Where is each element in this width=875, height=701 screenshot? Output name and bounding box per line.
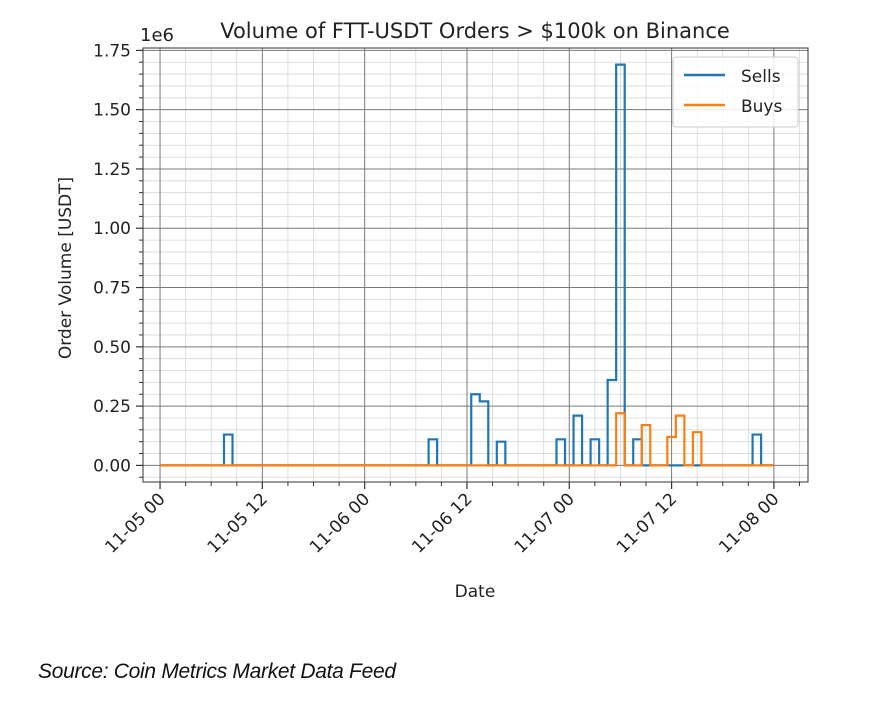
y-tick-label: 1.25 <box>93 160 131 180</box>
axis-ticks <box>136 49 800 489</box>
x-axis-label: Date <box>455 582 496 602</box>
y-tick-label: 0.25 <box>93 397 131 417</box>
y-tick-label: 0.75 <box>93 279 131 299</box>
legend-label-buys: Buys <box>741 97 782 117</box>
x-tick-label: 11-07 12 <box>613 489 681 557</box>
y-tick-label: 0.50 <box>93 338 131 358</box>
y-tick-label: 1.50 <box>93 101 131 121</box>
legend-label-sells: Sells <box>741 67 781 87</box>
y-tick-label: 0.00 <box>93 456 131 476</box>
y-tick-label: 1.75 <box>93 41 131 61</box>
chart-title: Volume of FTT-USDT Orders > $100k on Bin… <box>220 19 730 43</box>
chart: 0.00 0.25 0.50 0.75 1.00 1.25 1.50 1.75 11-05 0… <box>56 19 809 602</box>
legend: Sells Buys <box>672 56 799 128</box>
major-gridlines <box>143 48 808 482</box>
x-tick-label: 11-05 12 <box>204 489 272 557</box>
y-tick-label: 1.00 <box>93 219 131 239</box>
plot-frame <box>142 47 809 483</box>
source-caption: Source: Coin Metrics Market Data Feed <box>38 660 396 683</box>
series-layer <box>160 63 774 467</box>
x-tick-label: 11-07 00 <box>511 489 579 557</box>
y-tick-labels: 0.00 0.25 0.50 0.75 1.00 1.25 1.50 1.75 <box>93 41 131 476</box>
x-tick-label: 11-06 12 <box>408 489 476 557</box>
y-axis-label: Order Volume [USDT] <box>56 177 76 359</box>
y-offset-label: 1e6 <box>140 25 174 46</box>
x-tick-label: 11-08 00 <box>715 489 783 557</box>
x-tick-label: 11-05 00 <box>101 489 169 557</box>
x-tick-label: 11-06 00 <box>306 489 374 557</box>
x-tick-labels: 11-05 00 11-05 12 11-06 00 11-06 12 11-07 00… <box>101 489 783 557</box>
series-line-buys <box>160 412 774 467</box>
